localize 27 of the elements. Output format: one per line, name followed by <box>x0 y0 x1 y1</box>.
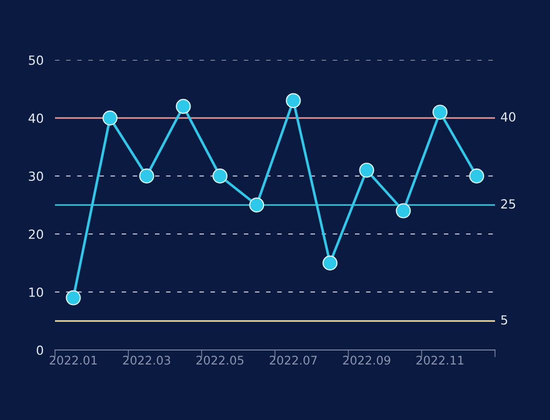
y-tick-label: 10 <box>29 287 44 297</box>
point <box>359 162 374 178</box>
y-tick-label: 30 <box>28 171 44 181</box>
point <box>176 98 191 114</box>
y-tick-label: 20 <box>28 229 44 239</box>
point <box>66 290 81 306</box>
point <box>249 198 264 212</box>
point <box>212 168 228 184</box>
point <box>322 256 338 270</box>
y-tick-label: 40 <box>28 113 44 123</box>
x-tick-label: 2022.09 <box>343 356 390 365</box>
point <box>432 104 448 120</box>
x-tick-label: 2022.03 <box>123 356 170 365</box>
ref-line-label: 25 <box>501 199 516 209</box>
y-tick-label: 0 <box>36 345 44 355</box>
point <box>286 93 301 108</box>
x-tick-label: 2022.11 <box>416 356 464 365</box>
ref-line-label: 5 <box>501 315 508 325</box>
ref-line-label: 40 <box>500 112 516 122</box>
point <box>139 168 154 184</box>
point <box>396 203 411 218</box>
x-tick-label: 2022.01 <box>50 356 97 365</box>
y-tick-label: 50 <box>28 55 44 65</box>
point <box>469 168 484 184</box>
x-tick-label: 2022.05 <box>196 356 244 365</box>
x-tick-label: 2022.07 <box>270 356 317 365</box>
point <box>102 110 118 126</box>
